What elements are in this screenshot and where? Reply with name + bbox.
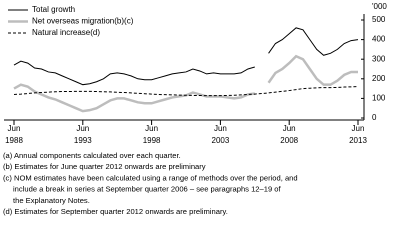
footnote: (a) Annual components calculated over ea… [3, 151, 181, 160]
series-line [13, 54, 358, 113]
x-tick-label: Jun 1998 [143, 124, 161, 145]
legend-label: Total growth [32, 5, 75, 14]
y-tick-label: 0 [372, 113, 377, 122]
footnote: (b) Estimates for June quarter 2012 onwa… [3, 162, 206, 171]
x-tick-label: Jun 1993 [74, 124, 92, 145]
x-tick-label: Jun 2003 [212, 124, 230, 145]
x-tick-label: Jun 1988 [5, 124, 23, 145]
footnote: the Explanatory Notes. [13, 196, 90, 205]
legend-label: Net overseas migration(b)(c) [32, 17, 134, 26]
series-line [13, 27, 359, 86]
x-tick-label: Jun 2008 [280, 124, 298, 145]
footnote: (d) Estimates for September quarter 2012… [3, 207, 228, 216]
x-tick-label: Jun 2013 [349, 124, 367, 145]
y-tick-label: 200 [372, 74, 386, 83]
y-tick-label: 500 [372, 15, 386, 24]
y-tick-label: 100 [372, 94, 386, 103]
footnote: (c) NOM estimates have been calculated u… [3, 173, 298, 182]
footnote: include a break in series at September q… [13, 185, 282, 194]
y-axis-label: '000 [372, 2, 387, 11]
legend-label: Natural increase(d) [32, 28, 100, 37]
y-tick-label: 400 [372, 35, 386, 44]
chart: '000 0 100 200 300 400 500 Jun 1988 Jun 1993 Jun 19… [3, 2, 387, 216]
y-tick-label: 300 [372, 54, 386, 63]
series-line [13, 86, 359, 97]
